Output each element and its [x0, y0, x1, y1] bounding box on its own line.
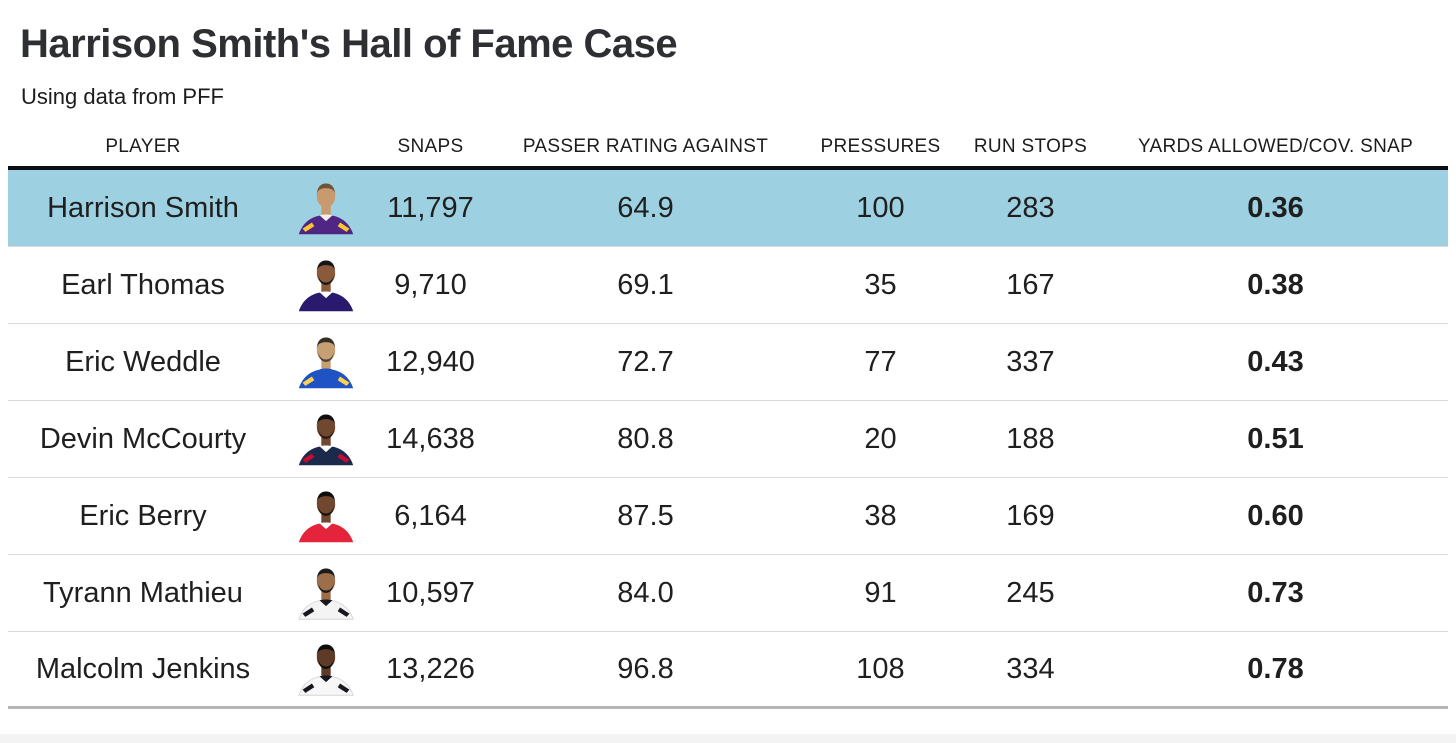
player-name: Earl Thomas: [61, 268, 225, 301]
page-subtitle: Using data from PFF: [21, 84, 224, 109]
player-name: Malcolm Jenkins: [35, 652, 251, 685]
run-stops-value: 188: [1006, 422, 1055, 455]
yards-allowed-value: 0.60: [1247, 499, 1304, 532]
run-stops-value: 167: [1006, 268, 1055, 301]
player-name: Eric Weddle: [65, 345, 221, 378]
yards-allowed-value: 0.51: [1247, 422, 1304, 455]
player-photo-cell: [278, 247, 373, 323]
run-stops-value: 334: [1006, 652, 1055, 685]
player-headshot-icon: [298, 260, 353, 312]
column-header-player: PLAYER: [105, 135, 181, 157]
run-stops-value: 337: [1006, 345, 1055, 378]
passer-rating-value: 72.7: [617, 345, 674, 378]
run-stops-value: 169: [1006, 499, 1055, 532]
table-row: Tyrann Mathieu 10,597 84.0 91 245 0.73: [8, 555, 1448, 632]
column-header-pressures: PRESSURES: [820, 135, 941, 157]
player-photo-cell: [278, 401, 373, 477]
player-headshot-icon: [297, 568, 354, 620]
table-header-row: PLAYER SNAPS PASSER RATING AGAINST PRESS…: [8, 127, 1448, 170]
pressures-value: 100: [856, 191, 905, 224]
column-header-snaps: SNAPS: [397, 135, 464, 157]
player-photo-cell: [278, 555, 373, 631]
run-stops-value: 245: [1006, 576, 1055, 609]
table-row: Earl Thomas 9,710 69.1 35 167 0.38: [8, 247, 1448, 324]
column-header-run-stops: RUN STOPS: [973, 135, 1088, 157]
table-row: Harrison Smith 11,797 64.9 100 283 0.36: [8, 170, 1448, 247]
snaps-value: 12,940: [386, 345, 475, 378]
table-row: Eric Weddle 12,940 72.7 77 337 0.43: [8, 324, 1448, 401]
page-title: Harrison Smith's Hall of Fame Case: [20, 22, 678, 66]
player-stats-table: PLAYER SNAPS PASSER RATING AGAINST PRESS…: [8, 127, 1448, 709]
pressures-value: 77: [864, 345, 897, 378]
player-name: Harrison Smith: [47, 191, 239, 224]
passer-rating-value: 87.5: [617, 499, 674, 532]
yards-allowed-value: 0.38: [1247, 268, 1304, 301]
player-photo-cell: [278, 632, 373, 706]
snaps-value: 6,164: [394, 499, 467, 532]
snaps-value: 13,226: [386, 652, 475, 685]
passer-rating-value: 80.8: [617, 422, 674, 455]
player-name: Tyrann Mathieu: [43, 576, 243, 609]
passer-rating-value: 64.9: [617, 191, 674, 224]
player-name: Eric Berry: [79, 499, 207, 532]
pressures-value: 91: [864, 576, 897, 609]
table-row: Devin McCourty 14,638 80.8 20 188 0.51: [8, 401, 1448, 478]
player-headshot-icon: [298, 183, 353, 235]
player-headshot-icon: [298, 414, 353, 466]
passer-rating-value: 96.8: [617, 652, 674, 685]
snaps-value: 10,597: [386, 576, 475, 609]
column-header-passer-rating: PASSER RATING AGAINST: [522, 135, 769, 157]
snaps-value: 9,710: [394, 268, 467, 301]
player-photo-cell: [278, 478, 373, 554]
player-name: Devin McCourty: [39, 422, 247, 455]
pressures-value: 108: [856, 652, 905, 685]
player-photo-cell: [278, 170, 373, 246]
table-row: Eric Berry 6,164 87.5 38 169 0.60: [8, 478, 1448, 555]
pressures-value: 35: [864, 268, 897, 301]
player-photo-cell: [278, 324, 373, 400]
yards-allowed-value: 0.36: [1247, 191, 1304, 224]
yards-allowed-value: 0.78: [1247, 652, 1304, 685]
yards-allowed-value: 0.73: [1247, 576, 1304, 609]
snaps-value: 14,638: [386, 422, 475, 455]
pressures-value: 20: [864, 422, 897, 455]
run-stops-value: 283: [1006, 191, 1055, 224]
table-row: Malcolm Jenkins 13,226 96.8 108 334 0.78: [8, 632, 1448, 709]
snaps-value: 11,797: [387, 191, 474, 224]
passer-rating-value: 69.1: [617, 268, 674, 301]
yards-allowed-value: 0.43: [1247, 345, 1304, 378]
column-header-yards-allowed: YARDS ALLOWED/COV. SNAP: [1137, 135, 1414, 157]
player-headshot-icon: [298, 337, 353, 389]
pressures-value: 38: [864, 499, 897, 532]
player-headshot-icon: [298, 491, 353, 543]
passer-rating-value: 84.0: [617, 576, 674, 609]
player-headshot-icon: [297, 644, 354, 696]
table-body: Harrison Smith 11,797 64.9 100 283 0.36 …: [8, 170, 1448, 709]
page-bottom-band: [0, 734, 1456, 743]
